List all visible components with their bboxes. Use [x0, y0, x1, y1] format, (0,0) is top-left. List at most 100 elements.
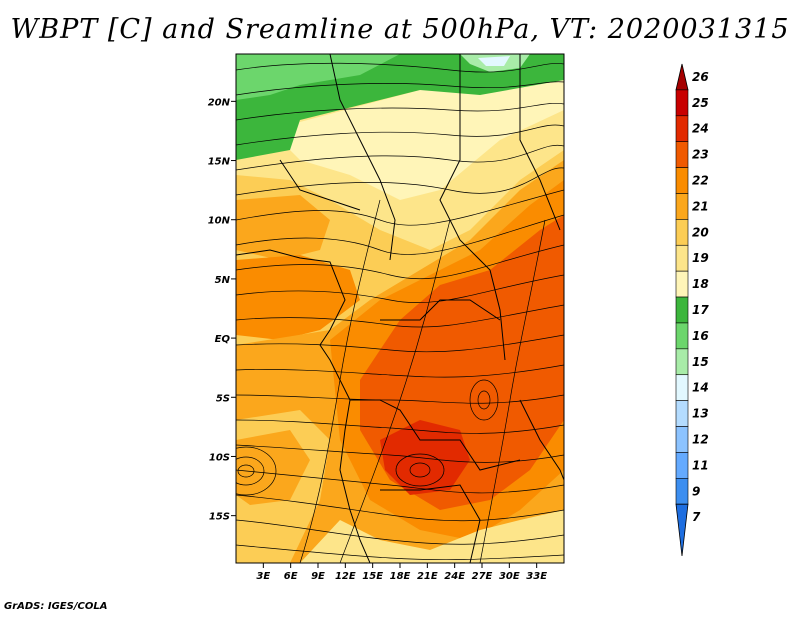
longitude-axis: 3E 6E 9E 12E 15E 18E 21E 24E 27E 30E 33E — [256, 563, 547, 582]
colorbar-label: 22 — [692, 174, 709, 188]
vortex — [469, 379, 499, 421]
colorbar-label: 13 — [692, 407, 709, 421]
colorbar-top-arrow — [675, 63, 689, 91]
vortex — [237, 464, 255, 478]
colorbar-label: 7 — [692, 510, 701, 524]
boundaries — [236, 54, 564, 563]
colorbar-label: 26 — [692, 70, 709, 84]
band-14-north — [478, 56, 510, 66]
map-title: WBPT [C] and Sreamline at 500hPa, VT: 20… — [10, 14, 790, 45]
colorbar-label: 23 — [692, 148, 709, 162]
band-21-west — [236, 195, 330, 260]
border — [329, 54, 396, 261]
colorbar-swatch — [675, 115, 689, 142]
colorbar-swatch — [675, 270, 689, 298]
lat-label: 15S — [209, 512, 230, 523]
border — [519, 54, 561, 231]
lat-label: 15N — [208, 157, 231, 168]
colorbar-swatch — [675, 478, 689, 505]
colorbar-label: 15 — [692, 355, 709, 369]
lon-label: 6E — [284, 571, 298, 582]
border — [350, 399, 521, 471]
lon-label: 3E — [256, 571, 270, 582]
border — [380, 299, 501, 321]
streamline — [236, 144, 564, 171]
streamline — [236, 544, 564, 561]
streamline — [236, 103, 564, 121]
streamline — [236, 244, 564, 280]
lat-label: 20N — [208, 97, 231, 108]
colorbar-swatch — [675, 167, 689, 194]
colorbar-label: 19 — [692, 251, 709, 265]
lat-label: 10S — [209, 452, 230, 463]
streamline — [236, 124, 564, 146]
colorbar-label: 25 — [692, 96, 709, 110]
lat-label: EQ — [215, 334, 231, 345]
colorbar-label: 17 — [692, 303, 709, 317]
streamline — [479, 219, 546, 563]
colorbar-swatch — [675, 322, 689, 350]
border — [439, 54, 506, 361]
streamline — [236, 519, 564, 545]
vortex — [477, 390, 491, 410]
border — [279, 159, 361, 211]
colorbar-label: 12 — [692, 432, 709, 446]
lat-label: 5S — [216, 393, 230, 404]
colorbar-label: 16 — [692, 329, 709, 343]
colorbar-swatch — [675, 374, 689, 401]
colorbar-swatch — [675, 400, 689, 427]
colorbar-label: 24 — [692, 122, 709, 136]
streamline — [236, 304, 564, 328]
latitude-axis: 20N 15N 10N 5N EQ 5S 10S 15S — [208, 97, 236, 523]
colorbar-swatch — [675, 89, 689, 117]
lon-label: 15E — [362, 571, 383, 582]
lon-label: 18E — [390, 571, 411, 582]
lat-label: 5N — [215, 275, 231, 286]
band-19-south — [300, 510, 564, 563]
border — [519, 399, 564, 481]
streamline — [236, 494, 564, 522]
colorbar-label: 18 — [692, 277, 709, 291]
colorbar-swatch — [675, 296, 689, 324]
map-field — [236, 54, 564, 563]
colorbar-label: 14 — [692, 381, 709, 395]
streamline — [236, 274, 564, 303]
streamline — [236, 189, 564, 226]
colorbar-swatch — [675, 426, 689, 453]
colorbar-label: 9 — [692, 484, 700, 498]
streamline — [236, 81, 564, 96]
streamline — [236, 334, 564, 353]
vortex — [409, 462, 431, 478]
colorbar-swatch — [675, 219, 689, 246]
lon-label: 12E — [335, 571, 356, 582]
band-24-central — [380, 420, 470, 495]
streamline — [236, 214, 564, 255]
streamline — [339, 219, 451, 563]
vortex — [395, 453, 445, 487]
grads-credit: GrADS: IGES/COLA — [4, 601, 108, 612]
streamline — [236, 62, 564, 73]
lon-label: 24E — [444, 571, 465, 582]
colorbar: 26 25 24 23 22 21 20 19 18 17 16 15 14 13 12 11 9 7 — [675, 63, 709, 557]
band-18-north — [270, 80, 564, 200]
lon-label: 9E — [311, 571, 325, 582]
colorbar-label: 11 — [692, 458, 709, 472]
colorbar-bottom-arrow — [675, 503, 689, 557]
lon-label: 33E — [526, 571, 547, 582]
coastline — [236, 249, 371, 563]
streamline — [236, 364, 564, 378]
colorbar-label: 21 — [692, 199, 709, 213]
streamline — [236, 394, 564, 404]
colorbar-swatch — [675, 452, 689, 479]
lon-label: 30E — [499, 571, 520, 582]
streamline — [236, 469, 564, 494]
colorbar-swatch — [675, 141, 689, 168]
vortex — [236, 446, 277, 496]
colorbar-swatch — [675, 348, 689, 376]
lat-label: 10N — [208, 216, 231, 227]
lon-label: 27E — [472, 571, 493, 582]
colorbar-swatch — [675, 244, 689, 272]
vortex — [236, 456, 265, 486]
lon-label: 21E — [417, 571, 438, 582]
